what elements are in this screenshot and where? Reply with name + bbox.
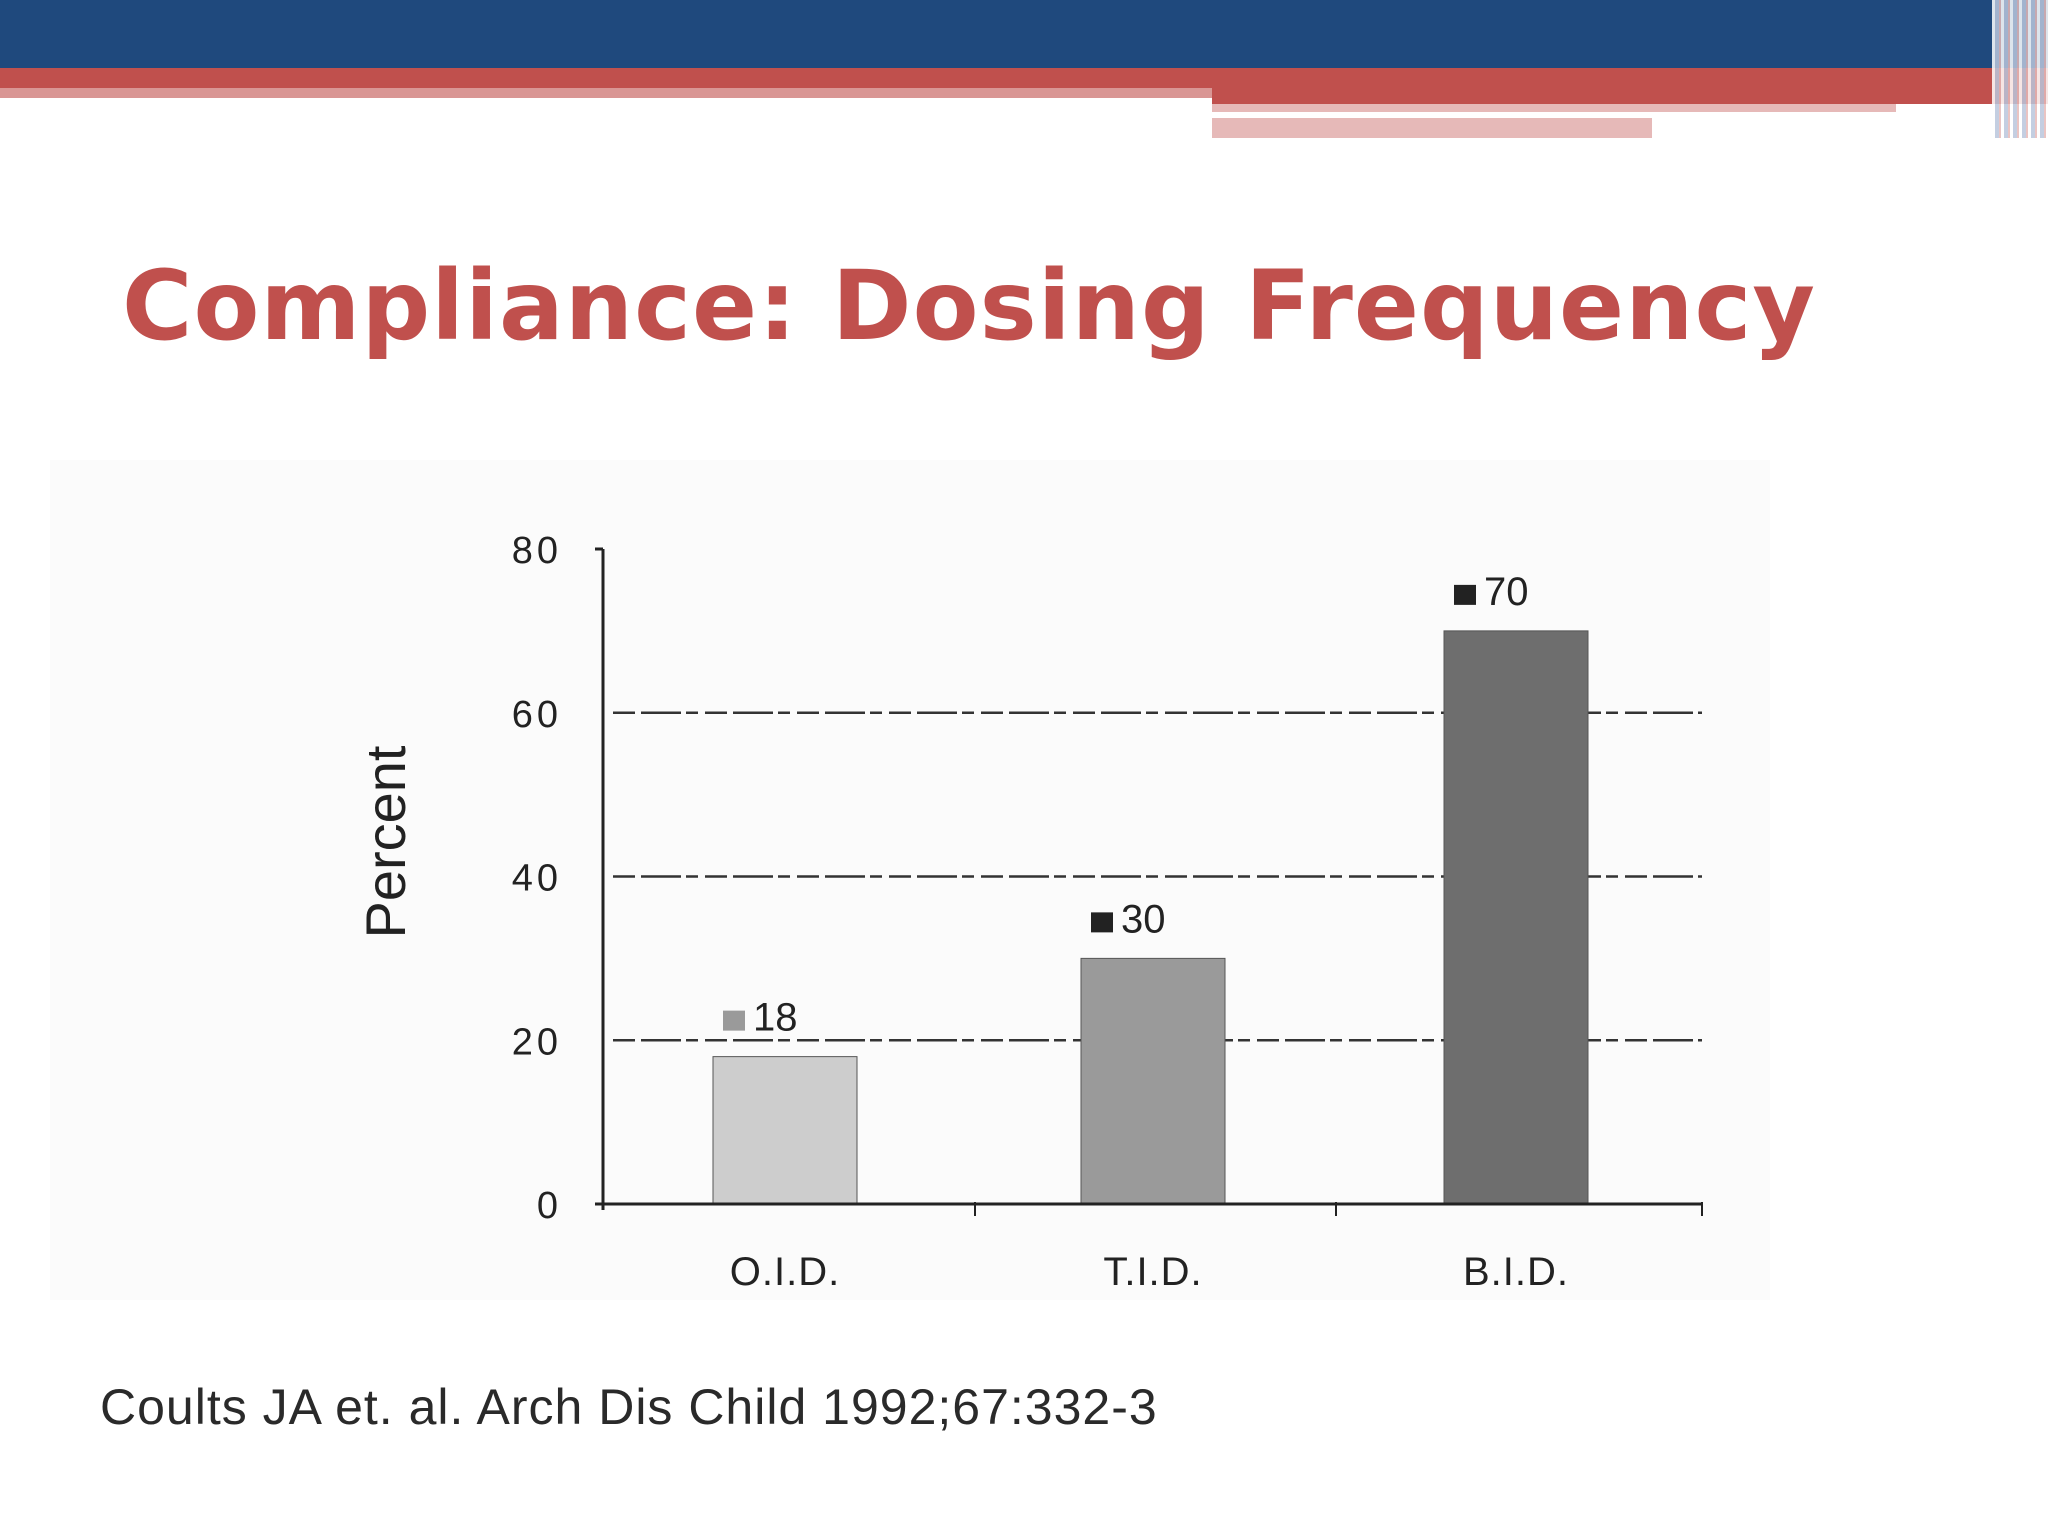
value-marker	[1091, 912, 1113, 933]
value-marker	[1454, 584, 1476, 605]
value-label: 30	[1121, 897, 1166, 941]
x-tick-label: O.I.D.	[730, 1250, 840, 1294]
bar-bid	[1443, 630, 1589, 1205]
bar-oid	[712, 1056, 858, 1205]
y-tick-label: 80	[512, 530, 562, 572]
slide-title: Compliance: Dosing Frequency	[122, 250, 1816, 362]
x-tick-label: T.I.D.	[1103, 1250, 1202, 1294]
top-pink-lower-band	[1212, 118, 1652, 138]
top-pink-band	[1212, 104, 1896, 112]
top-red-subband	[0, 88, 1212, 98]
value-label: 70	[1484, 570, 1529, 614]
top-red-band	[0, 68, 2048, 88]
y-tick-label: 40	[512, 858, 562, 900]
top-red-right-band	[1212, 88, 2048, 104]
bar-tid	[1080, 957, 1226, 1205]
top-divider-line	[1212, 112, 1896, 118]
top-navy-band	[0, 0, 2048, 68]
value-marker	[723, 1010, 745, 1031]
y-tick-label: 20	[512, 1021, 562, 1063]
bars-layer	[712, 630, 1589, 1205]
value-label: 18	[753, 996, 798, 1040]
labels-layer: 18 O.I.D. 30 T.I.D. 70 B.I.D. 0 20 40 60 80 Percent	[354, 530, 1569, 1294]
axes-layer	[595, 547, 1703, 1216]
x-tick-label: B.I.D.	[1463, 1250, 1569, 1294]
y-tick-label: 60	[512, 694, 562, 736]
edge-stripes	[1992, 0, 2048, 138]
y-tick-label: 0	[537, 1185, 562, 1227]
y-axis-label: Percent	[354, 745, 417, 938]
citation-text: Coults JA et. al. Arch Dis Child 1992;67…	[100, 1379, 1158, 1435]
